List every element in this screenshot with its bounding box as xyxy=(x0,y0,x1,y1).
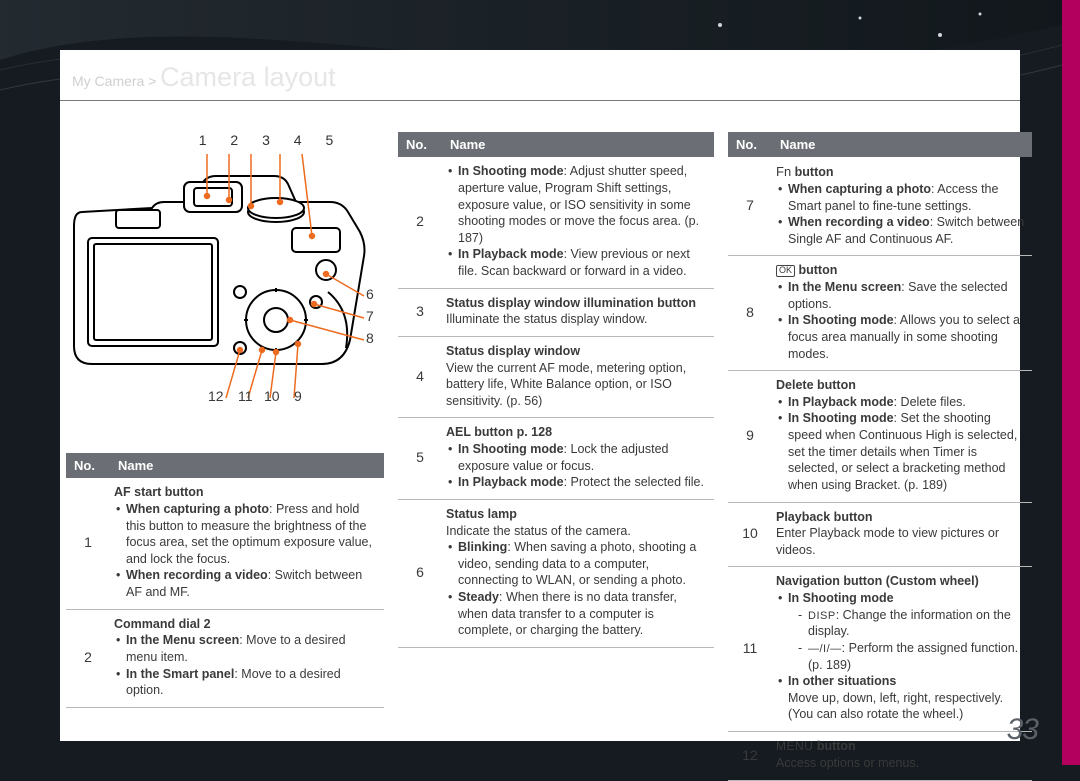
column-2: No. Name 2In Shooting mode: Adjust shutt… xyxy=(398,132,714,648)
callout-10: 10 xyxy=(264,388,280,404)
callout-9: 9 xyxy=(294,388,302,404)
row-body: Fn buttonWhen capturing a photo: Access … xyxy=(772,157,1032,256)
row-num: 2 xyxy=(398,157,442,288)
row-body: MENU buttonAccess options or menus. xyxy=(772,732,1032,781)
callout-12: 12 xyxy=(208,388,224,404)
breadcrumb-path: My Camera > xyxy=(72,73,156,89)
page-number: 33 xyxy=(1007,713,1038,747)
th-name: Name xyxy=(442,132,714,157)
row-body: Navigation button (Custom wheel)In Shoot… xyxy=(772,567,1032,732)
th-no: No. xyxy=(66,453,110,478)
row-body: AEL button p. 128In Shooting mode: Lock … xyxy=(442,418,714,500)
row-body: AF start buttonWhen capturing a photo: P… xyxy=(110,478,384,609)
row-num: 11 xyxy=(728,567,772,732)
row-body: Playback buttonEnter Playback mode to vi… xyxy=(772,502,1032,567)
callout-11: 11 xyxy=(238,388,253,404)
row-num: 8 xyxy=(728,256,772,371)
right-accent-bar xyxy=(1062,0,1080,765)
row-body: In Shooting mode: Adjust shutter speed, … xyxy=(442,157,714,288)
row-num: 6 xyxy=(398,499,442,647)
row-num: 1 xyxy=(66,478,110,609)
th-no: No. xyxy=(398,132,442,157)
callout-6: 6 xyxy=(366,286,374,302)
row-num: 5 xyxy=(398,418,442,500)
row-body: Command dial 2In the Menu screen: Move t… xyxy=(110,609,384,707)
row-num: 4 xyxy=(398,336,442,418)
callouts-top: 1 2 3 4 5 xyxy=(66,132,384,148)
th-name: Name xyxy=(772,132,1032,157)
parts-table-3: No. Name 7Fn buttonWhen capturing a phot… xyxy=(728,132,1032,781)
row-body: Status lampIndicate the status of the ca… xyxy=(442,499,714,647)
th-name: Name xyxy=(110,453,384,478)
row-num: 12 xyxy=(728,732,772,781)
row-body: Status display windowView the current AF… xyxy=(442,336,714,418)
th-no: No. xyxy=(728,132,772,157)
header-rule xyxy=(60,100,1020,101)
row-num: 9 xyxy=(728,371,772,502)
parts-table-2: No. Name 2In Shooting mode: Adjust shutt… xyxy=(398,132,714,648)
row-num: 3 xyxy=(398,288,442,336)
callout-8: 8 xyxy=(366,330,374,346)
row-num: 10 xyxy=(728,502,772,567)
breadcrumb: My Camera > Camera layout xyxy=(72,62,336,93)
row-num: 2 xyxy=(66,609,110,707)
column-1: 1 2 3 4 5 xyxy=(66,132,384,708)
row-body: Delete buttonIn Playback mode: Delete fi… xyxy=(772,371,1032,502)
row-body: OK buttonIn the Menu screen: Save the se… xyxy=(772,256,1032,371)
parts-table-1: No. Name 1AF start buttonWhen capturing … xyxy=(66,453,384,708)
column-3: No. Name 7Fn buttonWhen capturing a phot… xyxy=(728,132,1032,781)
row-num: 7 xyxy=(728,157,772,256)
row-body: Status display window illumination butto… xyxy=(442,288,714,336)
breadcrumb-title: Camera layout xyxy=(160,62,336,92)
camera-diagram xyxy=(66,152,378,402)
callout-7: 7 xyxy=(366,308,374,324)
